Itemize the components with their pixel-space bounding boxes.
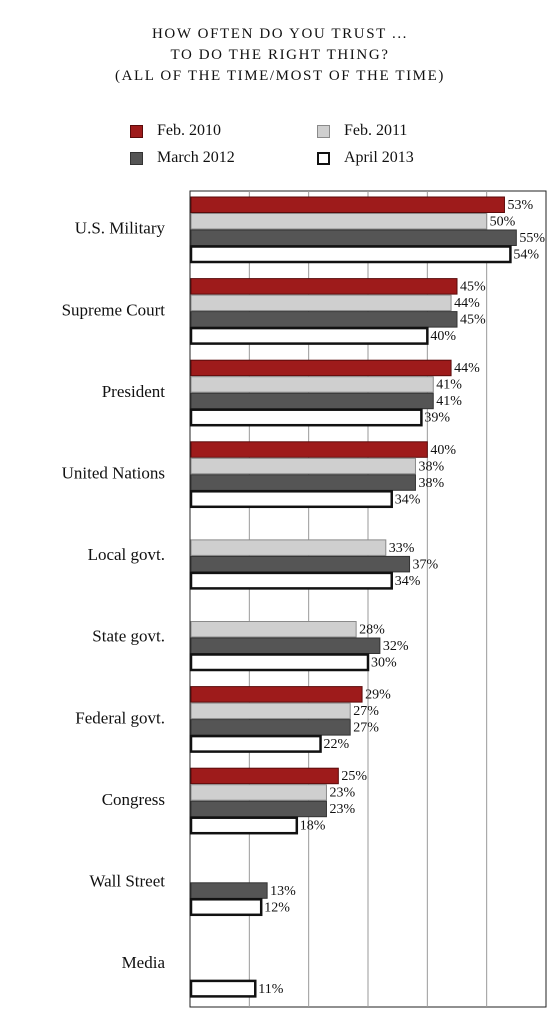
data-label-supreme-court-feb-2011: 44%	[454, 296, 480, 311]
data-label-state-govt-april-2013: 30%	[371, 655, 397, 670]
data-label-congress-feb-2011: 23%	[329, 786, 355, 801]
data-label-congress-feb-2010: 25%	[341, 769, 367, 784]
bar-federal-govt-april-2013	[189, 734, 322, 753]
data-label-federal-govt-feb-2010: 29%	[365, 688, 391, 703]
bar-supreme-court-march-2012	[190, 311, 458, 328]
data-label-supreme-court-april-2013: 40%	[430, 329, 456, 344]
legend-label-march-2012: March 2012	[157, 149, 235, 166]
data-label-wall-street-march-2012: 13%	[270, 884, 296, 899]
data-label-state-govt-march-2012: 32%	[383, 639, 409, 654]
data-label-local-govt-april-2013: 34%	[395, 574, 421, 589]
bar-congress-feb-2011	[190, 784, 327, 801]
bar-united-nations-march-2012	[190, 474, 416, 491]
title-line-1: HOW OFTEN DO YOU TRUST ...	[151, 26, 409, 42]
bar-united-nations-feb-2010	[190, 441, 428, 458]
data-label-state-govt-feb-2011: 28%	[359, 622, 385, 637]
bar-president-feb-2010	[190, 359, 452, 377]
bar-u-s-military-feb-2010	[190, 196, 505, 213]
data-label-local-govt-march-2012: 37%	[413, 557, 439, 572]
bar-wall-street-march-2012	[190, 882, 268, 899]
category-label-congress: Congress	[102, 790, 165, 809]
category-label-supreme-court: Supreme Court	[62, 300, 166, 319]
bar-local-govt-april-2013	[189, 571, 393, 590]
bar-united-nations-april-2013	[189, 490, 393, 509]
bar-federal-govt-march-2012	[190, 719, 351, 736]
bar-local-govt-march-2012	[190, 555, 411, 573]
data-label-local-govt-feb-2011: 33%	[389, 541, 415, 556]
category-label-state-govt: State govt.	[92, 627, 165, 646]
data-label-president-march-2012: 41%	[436, 394, 462, 409]
data-label-united-nations-feb-2010: 40%	[430, 443, 456, 458]
bar-federal-govt-feb-2011	[190, 702, 351, 720]
data-label-congress-march-2012: 23%	[329, 802, 355, 817]
data-label-u-s-military-april-2013: 54%	[513, 247, 539, 262]
legend-item-march-2012: March 2012	[130, 149, 235, 167]
data-label-media-april-2013: 11%	[258, 982, 283, 997]
legend-item-april-2013: April 2013	[317, 149, 414, 167]
category-label-media: Media	[122, 953, 166, 972]
bar-united-nations-feb-2011	[190, 457, 416, 475]
legend-swatch-feb-2011	[317, 124, 330, 138]
legend-swatch-march-2012	[130, 151, 143, 165]
bar-state-govt-march-2012	[190, 637, 381, 654]
legend-label-feb-2011: Feb. 2011	[344, 122, 408, 139]
category-label-local-govt: Local govt.	[88, 545, 165, 564]
category-label-wall-street: Wall Street	[89, 872, 165, 891]
legend-swatch-feb-2010	[130, 124, 143, 138]
bar-president-april-2013	[189, 408, 423, 427]
category-label-president: President	[102, 382, 166, 401]
bar-congress-march-2012	[190, 800, 327, 818]
data-label-supreme-court-feb-2010: 45%	[460, 280, 486, 295]
bar-president-feb-2011	[190, 376, 434, 393]
bar-state-govt-april-2013	[189, 653, 370, 672]
bar-congress-april-2013	[189, 816, 299, 835]
legend: Feb. 2010 Feb. 2011 March 2012 April 201…	[130, 122, 460, 174]
data-label-u-s-military-feb-2011: 50%	[490, 214, 516, 229]
data-label-wall-street-april-2013: 12%	[264, 900, 290, 915]
bar-u-s-military-march-2012	[190, 229, 517, 246]
data-label-president-april-2013: 39%	[424, 411, 450, 426]
data-label-federal-govt-march-2012: 27%	[353, 721, 379, 736]
category-label-federal-govt: Federal govt.	[75, 708, 165, 727]
category-label-united-nations: United Nations	[62, 464, 165, 483]
title-line-3: (ALL OF THE TIME/MOST OF THE TIME)	[115, 68, 445, 84]
data-label-u-s-military-march-2012: 55%	[519, 231, 545, 246]
data-label-president-feb-2011: 41%	[436, 378, 462, 393]
bar-wall-street-april-2013	[189, 898, 263, 917]
bar-congress-feb-2010	[190, 767, 339, 785]
legend-item-feb-2010: Feb. 2010	[130, 122, 221, 140]
bar-federal-govt-feb-2010	[190, 686, 363, 703]
bar-supreme-court-feb-2010	[190, 278, 458, 295]
legend-label-april-2013: April 2013	[344, 149, 414, 166]
bar-u-s-military-april-2013	[189, 245, 512, 264]
data-label-president-feb-2010: 44%	[454, 361, 480, 376]
data-label-federal-govt-feb-2011: 27%	[353, 704, 379, 719]
data-label-supreme-court-march-2012: 45%	[460, 313, 486, 328]
category-label-u-s-military: U.S. Military	[75, 219, 166, 238]
bar-supreme-court-april-2013	[189, 326, 429, 345]
bar-u-s-military-feb-2011	[190, 213, 488, 230]
legend-item-feb-2011: Feb. 2011	[317, 122, 407, 140]
data-label-united-nations-feb-2011: 38%	[418, 459, 444, 474]
bar-president-march-2012	[190, 392, 434, 410]
data-label-united-nations-march-2012: 38%	[418, 476, 444, 491]
data-label-united-nations-april-2013: 34%	[395, 492, 421, 507]
bar-local-govt-feb-2011	[190, 539, 387, 556]
title-line-2: TO DO THE RIGHT THING?	[170, 47, 390, 63]
bar-media-april-2013	[189, 979, 257, 998]
data-label-u-s-military-feb-2010: 53%	[507, 198, 533, 213]
legend-label-feb-2010: Feb. 2010	[157, 122, 221, 139]
chart-title: HOW OFTEN DO YOU TRUST ... TO DO THE RIG…	[0, 24, 560, 87]
legend-swatch-april-2013	[317, 151, 330, 165]
bar-state-govt-feb-2011	[190, 621, 357, 638]
data-label-congress-april-2013: 18%	[300, 819, 326, 834]
data-label-federal-govt-april-2013: 22%	[324, 737, 350, 752]
bar-supreme-court-feb-2011	[190, 294, 452, 312]
